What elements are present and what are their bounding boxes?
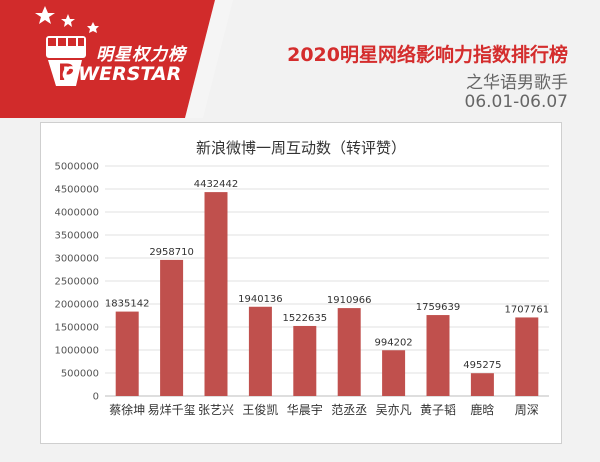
logo-english-text: OWERSTAR [62,63,182,85]
data-label: 994202 [375,337,413,348]
bar [470,373,494,396]
page-title: 2020明星网络影响力指数排行榜 [287,44,568,66]
y-tick-label: 2500000 [54,277,99,288]
data-label: 495275 [463,360,501,371]
y-tick-label: 1500000 [54,323,99,334]
y-tick-label: 2000000 [54,300,99,311]
y-tick-label: 500000 [61,369,99,380]
y-tick-label: 0 [93,392,99,403]
data-label: 1522635 [283,313,328,324]
y-tick-label: 4500000 [54,185,99,196]
bar [515,317,539,396]
category-label: 华晨宇 [287,403,323,417]
data-label: 1940136 [238,294,283,305]
chart-title: 新浪微博一周互动数（转评赞） [195,139,406,157]
bar-chart: 0 500000 1000000 1500000 2000000 2500000 30000… [54,162,550,418]
y-tick-label: 1000000 [54,346,99,357]
category-label: 黄子韬 [420,403,456,417]
category-label: 周深 [515,403,539,417]
bar [160,259,184,396]
y-tick-label: 3500000 [54,231,99,242]
bar [248,306,272,396]
y-tick-label: 4000000 [54,208,99,219]
data-label: 4432442 [194,179,239,190]
chart-panel: 新浪微博一周互动数（转评赞） 0 500000 1000000 1500000 2000… [40,122,562,444]
category-label: 王俊凯 [242,402,278,417]
category-label: 蔡徐坤 [109,402,145,417]
fist-logo-icon: P [46,36,86,86]
bar [115,311,139,396]
page-subtitle: 之华语男歌手 [466,73,568,93]
data-label: 1707761 [505,304,550,315]
data-label: 1759639 [416,302,461,313]
svg-text:P: P [58,61,74,86]
category-label: 易烊千玺 [148,403,196,417]
data-label: 2958710 [149,247,194,258]
bar [204,192,228,396]
data-label: 1835142 [105,299,150,310]
category-label: 张艺兴 [198,403,234,417]
category-label: 吴亦凡 [376,402,412,417]
date-range: 06.01-06.07 [464,92,568,112]
y-tick-label: 3000000 [54,254,99,265]
logo-chinese-text: 明星权力榜 [96,45,186,65]
y-tick-label: 5000000 [54,162,99,173]
category-label: 范丞丞 [331,403,367,417]
data-label: 1910966 [327,295,372,306]
category-label: 鹿晗 [470,402,494,417]
bar [337,308,361,396]
bar [382,350,406,396]
bar [426,315,450,396]
bar [293,325,317,396]
